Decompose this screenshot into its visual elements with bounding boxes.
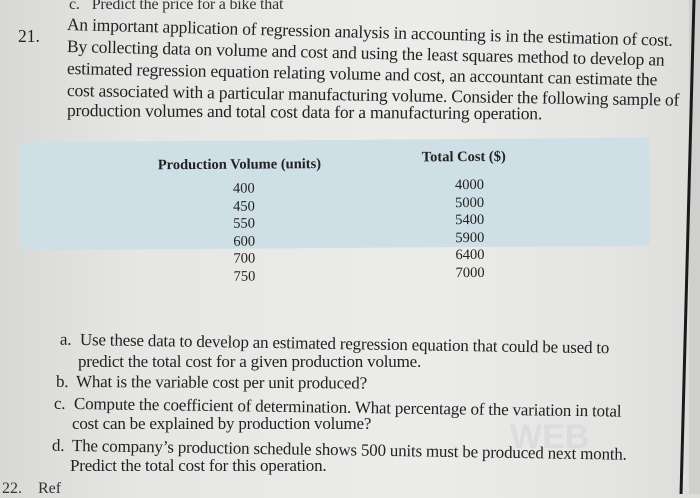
volume-cell: 750 <box>233 268 256 285</box>
previous-question: c. Predict the price for a bike that <box>69 0 283 14</box>
volume-cell: 550 <box>233 215 256 232</box>
part-d-line-2: Predict the total cost for this operatio… <box>70 456 327 475</box>
volume-column: 400 450 550 600 700 750 <box>233 181 255 286</box>
cost-cell: 5000 <box>455 194 485 211</box>
volume-cell: 600 <box>233 233 256 250</box>
previous-question-label: c. <box>69 0 80 13</box>
volume-cell: 400 <box>232 180 255 197</box>
watermark: WEB <box>510 418 590 456</box>
part-d-label: d. <box>51 435 65 455</box>
cost-column: 4000 5000 5400 5900 6400 7000 <box>455 177 485 282</box>
next-question-text: Ref <box>38 480 62 497</box>
cost-cell: 7000 <box>455 264 485 281</box>
volume-cell: 700 <box>233 250 256 267</box>
cost-cell: 6400 <box>455 246 485 264</box>
question-number: 21. <box>18 26 40 46</box>
part-a-line-2: predict the total cost for a given produ… <box>78 352 421 371</box>
part-b-label: b. <box>55 371 69 391</box>
page-background <box>689 0 700 494</box>
next-question-number: 22. <box>2 480 22 497</box>
intro-line-5: production volumes and total cost data f… <box>66 100 543 124</box>
cost-cell: 5400 <box>455 211 485 229</box>
next-question: 22. Ref <box>2 480 61 498</box>
part-c-label: c. <box>53 393 66 413</box>
cost-cell: 4000 <box>454 176 484 194</box>
part-b-line-1: b. What is the variable cost per unit pro… <box>56 372 368 394</box>
part-b-text: What is the variable cost per unit produ… <box>75 372 368 393</box>
cost-cell: 5900 <box>455 229 485 246</box>
header-total-cost: Total Cost ($) <box>421 148 506 166</box>
part-c-line-2: cost can be explained by production volu… <box>72 414 372 433</box>
volume-cell: 450 <box>233 198 255 215</box>
header-production-volume: Production Volume (units) <box>157 156 322 174</box>
data-table: Production Volume (units) Total Cost ($)… <box>19 137 651 284</box>
part-a-label: a. <box>59 329 72 349</box>
previous-question-text: Predict the price for a bike that <box>91 0 284 13</box>
